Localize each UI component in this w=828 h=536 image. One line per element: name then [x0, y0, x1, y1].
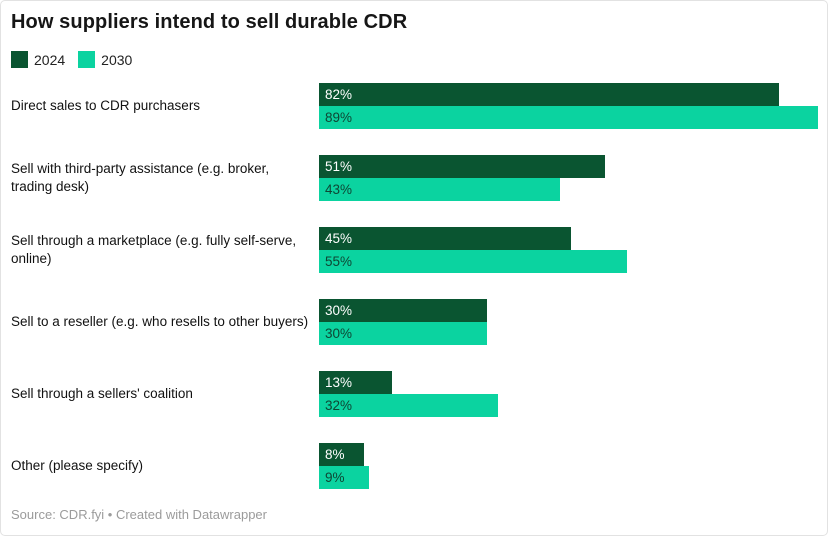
value-label-2030: 89%: [325, 110, 353, 125]
bar-2024: 51%: [319, 155, 605, 178]
bar-chart-rows: Direct sales to CDR purchasers 82% 89% S…: [1, 83, 827, 489]
bar-2024: 8%: [319, 443, 364, 466]
bar-2030: 55%: [319, 250, 627, 273]
bar-2030: 32%: [319, 394, 498, 417]
bar-2030: 89%: [319, 106, 818, 129]
bar-2030: 43%: [319, 178, 560, 201]
bar-2030: 9%: [319, 466, 369, 489]
category-label: Sell to a reseller (e.g. who resells to …: [11, 313, 309, 329]
bar-2024: 13%: [319, 371, 392, 394]
source-attribution: Source: CDR.fyi • Created with Datawrapp…: [11, 507, 267, 522]
legend-swatch-2024: [11, 51, 28, 68]
bar-pair: 45% 55%: [319, 227, 627, 273]
legend: 2024 2030: [11, 51, 132, 68]
value-label-2030: 30%: [325, 326, 353, 341]
value-label-2024: 82%: [325, 87, 353, 102]
bar-pair: 30% 30%: [319, 299, 487, 345]
category-label: Sell through a marketplace (e.g. fully s…: [11, 232, 297, 266]
legend-item-2024: 2024: [11, 51, 65, 68]
chart-row: Direct sales to CDR purchasers 82% 89%: [1, 83, 827, 129]
category-label: Sell with third-party assistance (e.g. b…: [11, 160, 270, 194]
legend-item-2030: 2030: [78, 51, 132, 68]
value-label-2024: 45%: [325, 231, 353, 246]
value-label-2024: 13%: [325, 375, 353, 390]
value-label-2030: 43%: [325, 182, 353, 197]
chart-row: Sell through a sellers' coalition 13% 32…: [1, 371, 827, 417]
chart-row: Other (please specify) 8% 9%: [1, 443, 827, 489]
value-label-2024: 30%: [325, 303, 353, 318]
chart-title: How suppliers intend to sell durable CDR: [11, 11, 408, 33]
bar-pair: 13% 32%: [319, 371, 498, 417]
bar-2030: 30%: [319, 322, 487, 345]
legend-label-2030: 2030: [101, 51, 133, 68]
value-label-2024: 8%: [325, 447, 345, 462]
category-label: Direct sales to CDR purchasers: [11, 97, 201, 113]
value-label-2030: 55%: [325, 254, 353, 269]
bar-pair: 51% 43%: [319, 155, 605, 201]
value-label-2024: 51%: [325, 159, 353, 174]
chart-row: Sell to a reseller (e.g. who resells to …: [1, 299, 827, 345]
value-label-2030: 32%: [325, 398, 353, 413]
bar-2024: 30%: [319, 299, 487, 322]
bar-chart: Direct sales to CDR purchasers 82% 89% S…: [1, 83, 827, 489]
bar-pair: 8% 9%: [319, 443, 369, 489]
bar-2024: 45%: [319, 227, 571, 250]
chart-row: Sell with third-party assistance (e.g. b…: [1, 155, 827, 201]
category-label: Sell through a sellers' coalition: [11, 385, 193, 401]
chart-row: Sell through a marketplace (e.g. fully s…: [1, 227, 827, 273]
value-label-2030: 9%: [325, 470, 345, 485]
bar-pair: 82% 89%: [319, 83, 818, 129]
legend-swatch-2030: [78, 51, 96, 68]
legend-label-2024: 2024: [34, 51, 66, 68]
category-label: Other (please specify): [11, 457, 144, 473]
bar-2024: 82%: [319, 83, 779, 106]
